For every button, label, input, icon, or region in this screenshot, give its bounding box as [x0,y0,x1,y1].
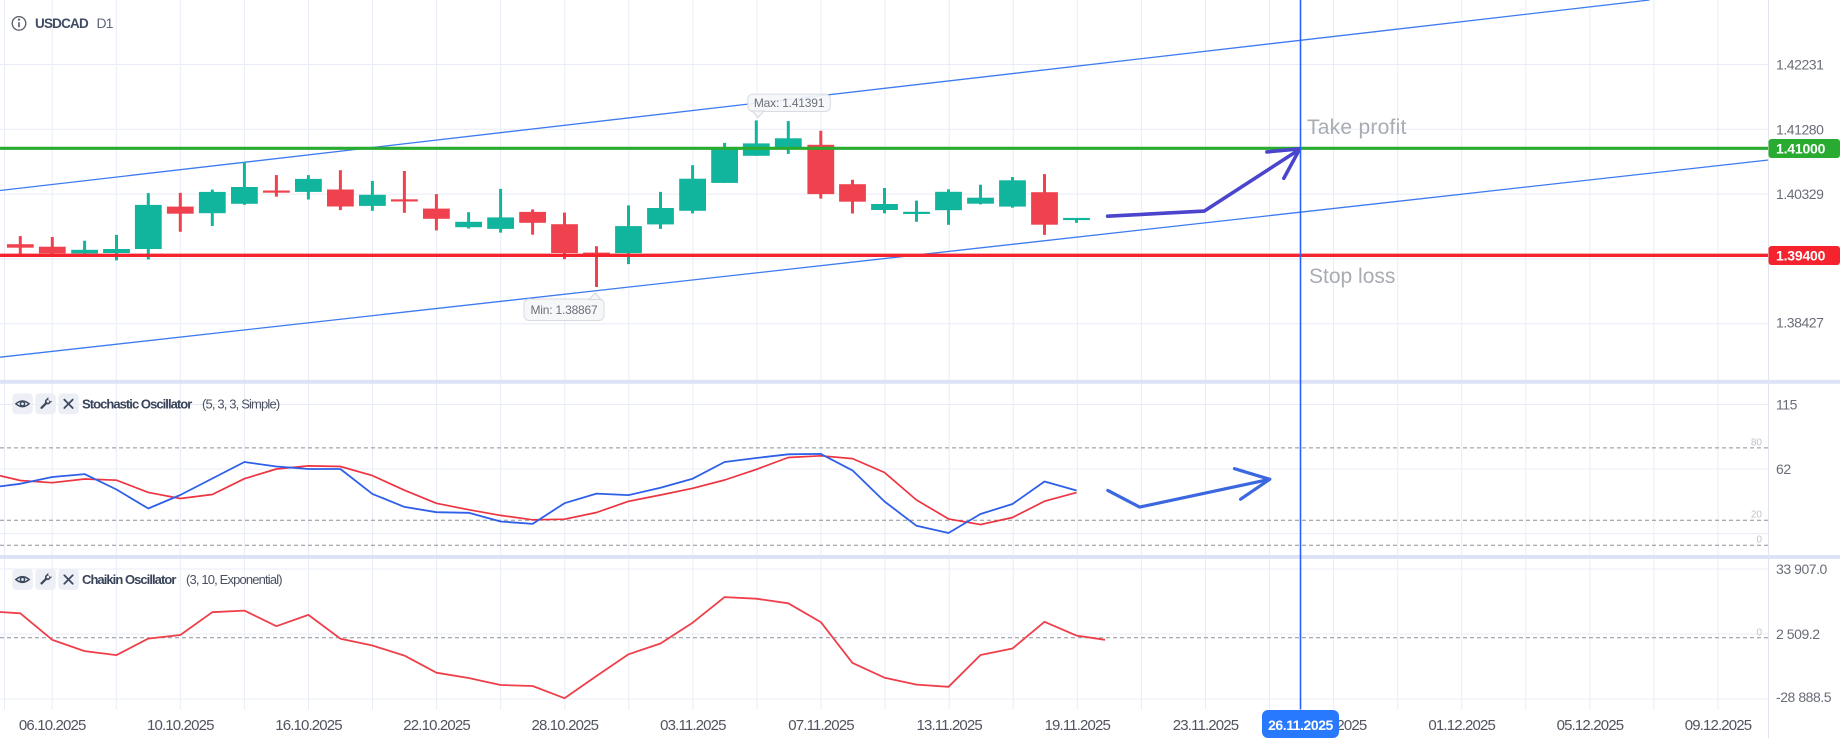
svg-text:0: 0 [1756,627,1762,638]
svg-text:09.12.2025: 09.12.2025 [1685,717,1752,734]
svg-text:115: 115 [1776,397,1798,413]
svg-text:USDCAD: USDCAD [35,16,89,31]
svg-text:26.11.2025: 26.11.2025 [1268,717,1333,733]
svg-text:19.11.2025: 19.11.2025 [1045,717,1111,734]
svg-text:23.11.2025: 23.11.2025 [1173,717,1239,734]
svg-text:03.11.2025: 03.11.2025 [660,717,726,734]
svg-text:01.12.2025: 01.12.2025 [1428,717,1495,734]
svg-text:20: 20 [1751,510,1763,521]
svg-text:Max: 1.41391: Max: 1.41391 [754,96,825,110]
svg-text:D1: D1 [97,15,114,31]
svg-text:0: 0 [1756,535,1762,546]
svg-text:Min: 1.38867: Min: 1.38867 [531,303,599,317]
svg-text:62: 62 [1776,461,1791,477]
svg-text:1.39400: 1.39400 [1776,248,1826,264]
svg-text:28.10.2025: 28.10.2025 [532,717,599,734]
svg-text:07.11.2025: 07.11.2025 [788,717,854,734]
svg-text:80: 80 [1751,437,1763,448]
svg-text:33 907.0: 33 907.0 [1776,561,1828,577]
svg-text:(5, 3, 3, Simple): (5, 3, 3, Simple) [202,396,280,411]
svg-text:10.10.2025: 10.10.2025 [147,717,214,734]
svg-text:(3, 10, Exponential): (3, 10, Exponential) [186,572,282,587]
svg-text:2 509.2: 2 509.2 [1776,626,1820,642]
svg-text:06.10.2025: 06.10.2025 [19,717,86,734]
svg-text:1.38427: 1.38427 [1776,314,1824,330]
svg-text:-28 888.5: -28 888.5 [1776,689,1832,705]
svg-text:1.41280: 1.41280 [1776,121,1824,137]
svg-text:13.11.2025: 13.11.2025 [916,717,982,734]
svg-text:05.12.2025: 05.12.2025 [1557,717,1624,734]
svg-text:1.42231: 1.42231 [1776,57,1824,73]
svg-text:Stochastic Oscillator: Stochastic Oscillator [82,396,192,411]
svg-text:1.41000: 1.41000 [1776,141,1826,157]
svg-text:Chaikin Oscillator: Chaikin Oscillator [82,572,176,587]
svg-text:1.40329: 1.40329 [1776,186,1824,202]
svg-text:22.10.2025: 22.10.2025 [403,717,470,734]
svg-text:Stop loss: Stop loss [1309,265,1395,288]
svg-text:16.10.2025: 16.10.2025 [275,717,342,734]
svg-text:Take profit: Take profit [1307,116,1407,139]
